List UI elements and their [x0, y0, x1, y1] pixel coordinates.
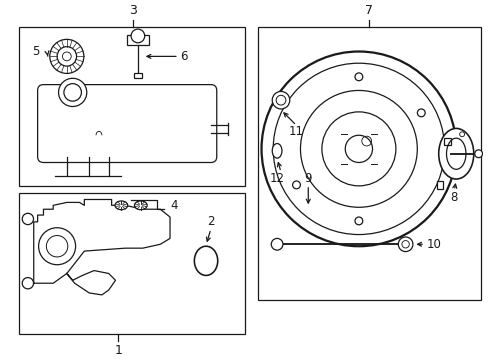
Ellipse shape	[272, 144, 282, 158]
Circle shape	[39, 228, 76, 265]
Text: 11: 11	[288, 125, 304, 138]
Text: 6: 6	[180, 50, 187, 63]
Bar	[134, 73, 142, 78]
Circle shape	[354, 217, 362, 225]
Circle shape	[22, 213, 34, 225]
Text: 12: 12	[269, 172, 284, 185]
Circle shape	[271, 238, 283, 250]
Ellipse shape	[438, 129, 473, 179]
Text: 1: 1	[114, 343, 122, 356]
Circle shape	[272, 91, 289, 109]
Text: 2: 2	[207, 215, 214, 228]
Text: 4: 4	[170, 199, 177, 212]
Text: 9: 9	[304, 172, 311, 185]
Polygon shape	[34, 199, 170, 283]
Circle shape	[354, 73, 362, 81]
Bar	[127, 35, 148, 45]
Text: 7: 7	[364, 4, 372, 17]
Bar	[443, 138, 450, 145]
Circle shape	[417, 109, 424, 117]
Circle shape	[131, 29, 144, 43]
FancyBboxPatch shape	[38, 85, 216, 162]
Bar	[436, 181, 443, 189]
Ellipse shape	[115, 201, 127, 210]
Ellipse shape	[134, 201, 147, 210]
Text: 10: 10	[426, 238, 441, 251]
Circle shape	[292, 181, 300, 189]
Text: 5: 5	[32, 45, 39, 58]
Text: 3: 3	[129, 4, 137, 17]
Circle shape	[261, 51, 455, 246]
Circle shape	[474, 150, 482, 158]
Circle shape	[59, 78, 86, 107]
Circle shape	[398, 237, 412, 252]
Text: 8: 8	[449, 191, 457, 204]
Circle shape	[22, 278, 34, 289]
